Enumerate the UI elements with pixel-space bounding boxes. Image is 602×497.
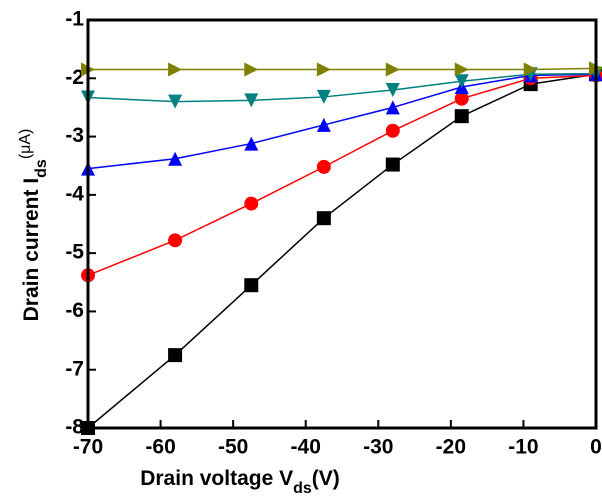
y-tick-label: -7 [65,357,84,380]
data-point [244,136,259,151]
data-point [316,62,331,77]
data-point [316,211,331,226]
y-label-unit: (μA) [17,129,34,160]
data-point [316,117,331,132]
data-point [385,100,400,115]
data-point [168,62,183,77]
series-line [88,67,597,71]
data-point [316,89,331,104]
y-label-main: Drain current I [20,178,43,322]
data-point [244,93,259,108]
data-point [454,74,469,89]
y-tick-label: -5 [65,241,84,264]
data-point [244,196,259,211]
x-tick-label: -10 [508,436,538,459]
x-tick-label: -40 [291,436,321,459]
data-point [168,348,183,363]
x-tick-label: -50 [218,436,248,459]
series-line [87,72,597,103]
y-tick-label: -2 [65,66,84,89]
series-line [87,74,597,276]
data-point [454,109,469,124]
x-tick-label: -70 [73,436,103,459]
x-label-unit: (V) [312,467,340,490]
data-point [385,62,400,77]
x-tick-label: 0 [590,436,602,459]
x-tick-label: -60 [145,436,175,459]
data-point [168,151,183,166]
y-tick-label: -6 [65,299,84,322]
series-line [87,73,597,170]
y-tick-label: -8 [65,416,84,439]
x-tick-label: -30 [363,436,393,459]
plot-frame [86,18,598,430]
data-point [385,82,400,97]
x-tick-label: -20 [436,436,466,459]
x-label-sub: ds [293,480,312,497]
data-point [523,62,538,77]
data-point [316,159,331,174]
data-point [244,62,259,77]
data-point [454,91,469,106]
data-point [385,123,400,138]
series-line [87,73,597,429]
data-point [168,94,183,109]
x-axis-label: Drain voltage Vds(V) [140,467,340,497]
y-tick-label: -1 [65,8,84,31]
y-tick-label: -4 [65,182,84,205]
data-point [454,62,469,77]
x-label-main: Drain voltage V [140,467,293,490]
y-label-sub: ds [33,159,50,178]
data-point [385,157,400,172]
data-point [244,278,259,293]
y-axis-label: Drain current Ids(μA) [17,129,50,322]
data-point [168,233,183,248]
y-tick-label: -3 [65,124,84,147]
